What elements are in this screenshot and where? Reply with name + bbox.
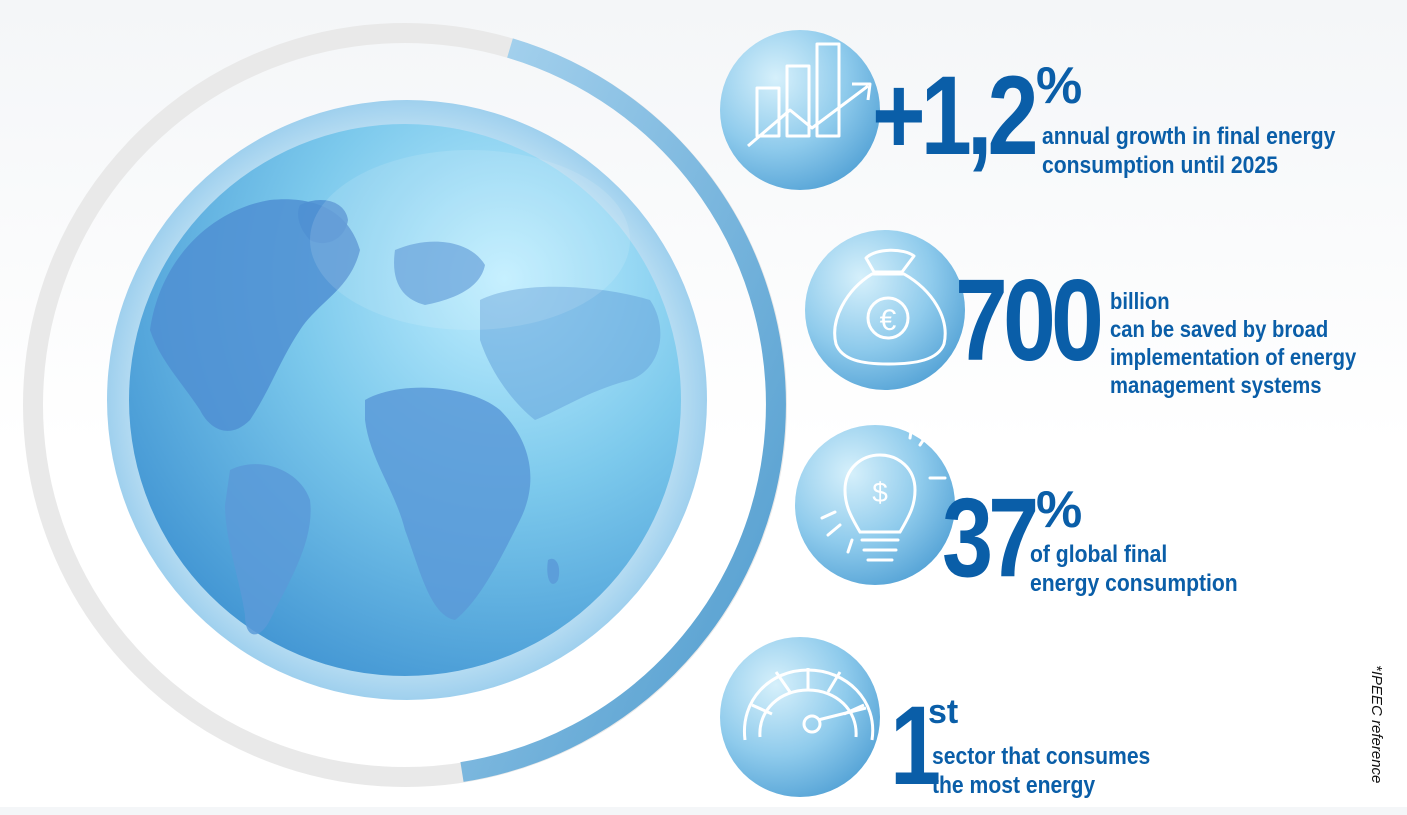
stat-description: sector that consumes the most energy [932,743,1151,800]
gauge-icon [720,637,880,797]
stat-unit: st [928,693,959,731]
growth-chart-icon [720,30,880,190]
stat-value: 37 [942,475,1039,600]
earth-globe-icon [107,100,707,700]
stat-value: 700 [955,255,1104,385]
outer-ring [23,23,787,787]
stat-description: billion can be saved by broad implementa… [1110,288,1357,399]
svg-text:€: € [880,304,897,337]
footnote: *IPEEC reference [1368,665,1385,784]
stat-unit: % [1036,57,1083,115]
stat-value: 1 [890,683,941,808]
stat-description: annual growth in final energy consumptio… [1042,123,1336,180]
euro-money-bag-icon: € [805,230,965,390]
stat-value: +1,2 [872,53,1039,178]
svg-text:$: $ [872,477,888,508]
dollar-lightbulb-icon: $ [795,423,955,585]
stat-unit: % [1036,481,1083,539]
stat-description: of global final energy consumption [1030,541,1238,598]
